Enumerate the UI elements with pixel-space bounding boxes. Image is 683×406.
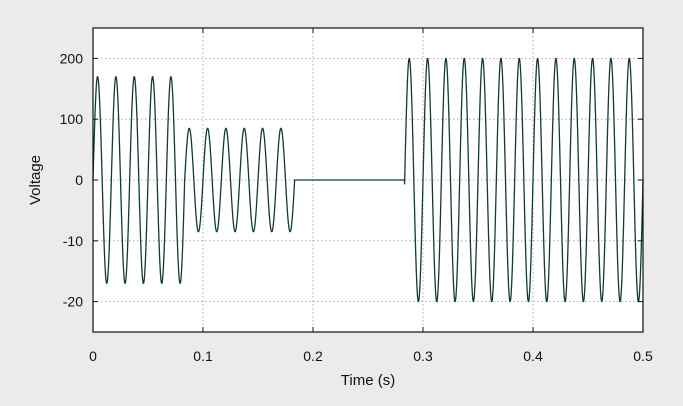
x-tick-labels: 0 0.1 0.2 0.3 0.4 0.5 (89, 348, 653, 364)
x-tick-label: 0.4 (523, 348, 543, 364)
x-axis-title: Time (s) (341, 372, 395, 389)
y-axis-title: Voltage (27, 155, 44, 205)
y-tick-label: 0 (75, 172, 83, 188)
y-tick-label: -10 (63, 233, 83, 249)
y-tick-label: -20 (63, 294, 83, 310)
y-tick-labels: 200 100 0 -10 -20 (60, 50, 84, 309)
x-tick-label: 0.3 (413, 348, 433, 364)
x-tick-label: 0.2 (303, 348, 323, 364)
tick-marks (92, 28, 644, 332)
y-tick-label: 200 (60, 50, 84, 66)
x-tick-label: 0.1 (193, 348, 213, 364)
x-tick-label: 0.5 (633, 348, 653, 364)
x-tick-label: 0 (89, 348, 97, 364)
voltage-series-line (92, 57, 644, 303)
y-tick-label: 100 (60, 111, 84, 127)
